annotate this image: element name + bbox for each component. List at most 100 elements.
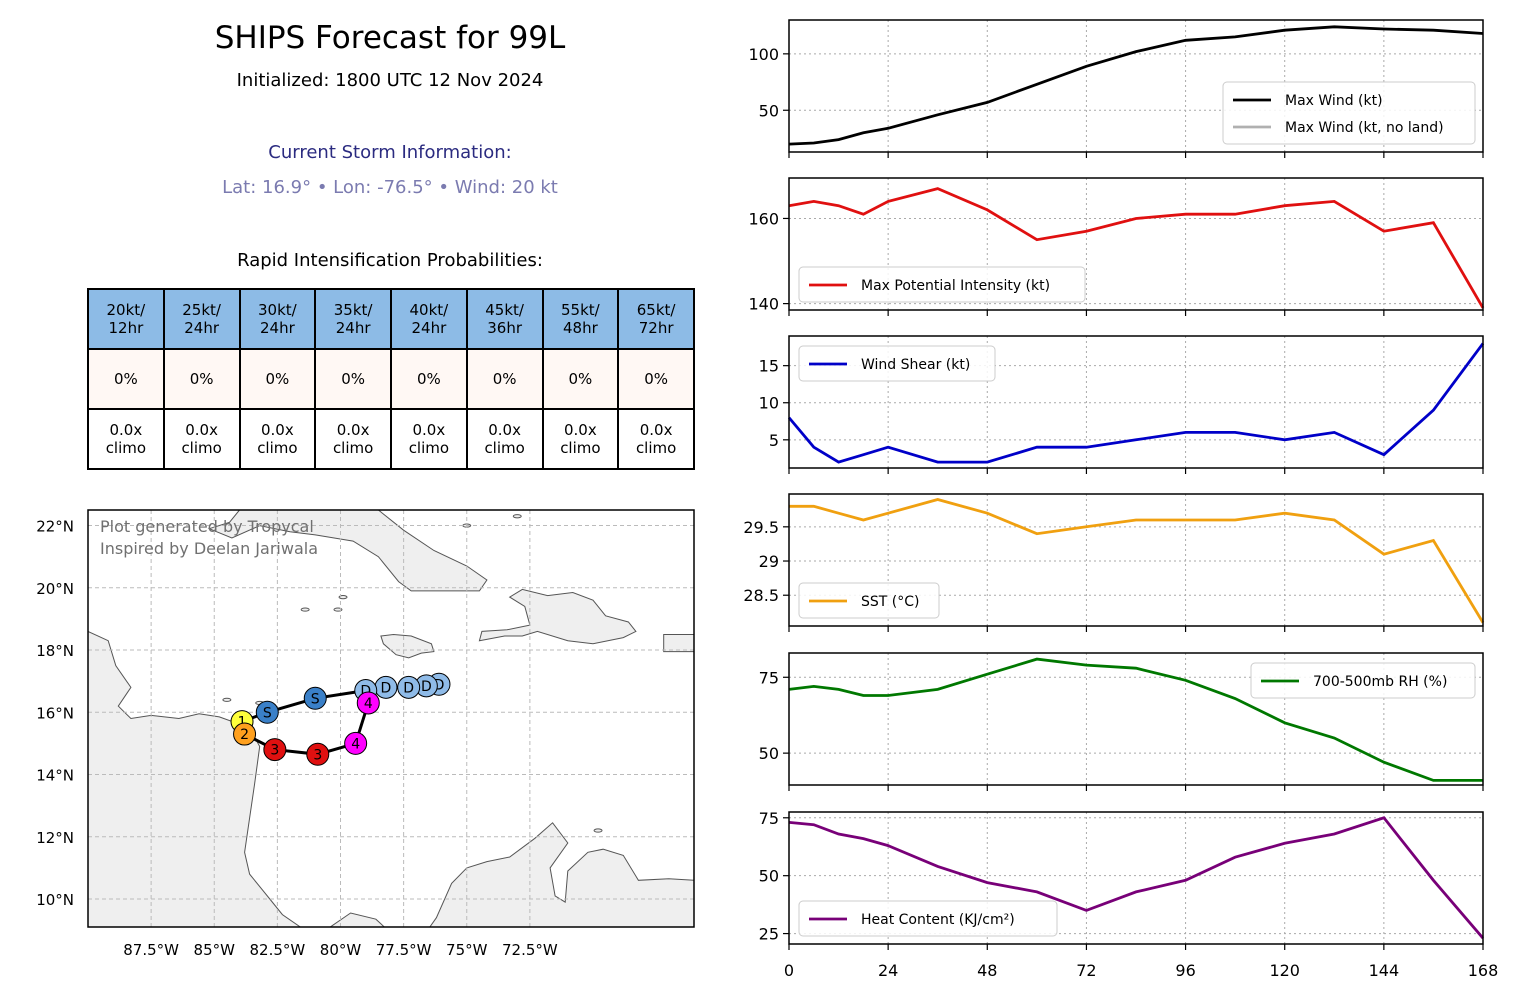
track-point bbox=[255, 700, 279, 724]
ri-climo-cell: 0.0x climo bbox=[87, 408, 165, 470]
track-point-label: 3 bbox=[313, 747, 322, 763]
x-tick-label: 24 bbox=[878, 961, 898, 980]
ri-climo-text: climo bbox=[635, 439, 677, 457]
ri-header-cell: 20kt/12hr bbox=[87, 288, 165, 350]
ri-climo-text: climo bbox=[332, 439, 374, 457]
series-line bbox=[788, 657, 1483, 782]
ri-table-title: Rapid Intensification Probabilities: bbox=[237, 250, 543, 271]
ri-header-cell: 40kt/24hr bbox=[390, 288, 468, 350]
lat-tick-label: 10°N bbox=[36, 891, 74, 909]
ri-climo-text: climo bbox=[408, 439, 450, 457]
ri-header-text: 45kt/ bbox=[485, 301, 524, 319]
track-point-label: 1 bbox=[238, 715, 247, 731]
panel-3: 28.5 29 29.5 SST (°C) bbox=[743, 493, 1485, 632]
ri-header-text: 24hr bbox=[259, 319, 295, 337]
lon-tick-label: 85°W bbox=[194, 941, 236, 959]
y-tick-label: 140 bbox=[748, 295, 779, 314]
track-point-label: D bbox=[403, 680, 414, 696]
ri-header-text: 36hr bbox=[487, 319, 522, 337]
lat-tick-label: 18°N bbox=[36, 642, 74, 660]
panel-5: 25 50 75 Heat Content (KJ/cm²) bbox=[759, 809, 1485, 950]
ri-header-cell: 30kt/24hr bbox=[238, 288, 317, 350]
lon-tick-label: 77.5°W bbox=[376, 941, 432, 959]
ri-climo-cell: 0.0x climo bbox=[541, 408, 620, 470]
map-landmass bbox=[663, 634, 694, 653]
ri-climo-cell: 0.0x climo bbox=[617, 408, 695, 470]
ri-climo-cell: 0.0x climo bbox=[390, 408, 468, 470]
y-tick-label: 75 bbox=[759, 668, 779, 687]
ri-probability-cell: 0% bbox=[87, 348, 165, 410]
ri-probability-cell: 0% bbox=[238, 348, 317, 410]
ri-climo-text: climo bbox=[560, 439, 601, 457]
map-landmass bbox=[88, 630, 417, 927]
ri-climo-text: 0.0x bbox=[336, 421, 370, 439]
lat-tick-label: 12°N bbox=[36, 829, 74, 847]
ri-header-cell: 55kt/48hr bbox=[541, 288, 620, 350]
map-island bbox=[300, 607, 310, 612]
y-tick-label: 160 bbox=[748, 209, 779, 228]
initialized-time: Initialized: 1800 UTC 12 Nov 2024 bbox=[236, 70, 544, 91]
ri-probability-cell: 0% bbox=[541, 348, 620, 410]
map-landmass bbox=[478, 588, 637, 645]
ri-header-text: 55kt/ bbox=[561, 301, 600, 319]
legend-box bbox=[798, 900, 1058, 937]
legend-box bbox=[798, 266, 1086, 303]
y-tick-label: 29.5 bbox=[743, 518, 779, 537]
map-landmass bbox=[207, 510, 488, 592]
ri-probability-cell: 0% bbox=[162, 348, 241, 410]
track-point bbox=[263, 738, 287, 762]
track-point-label: D bbox=[421, 679, 432, 695]
ri-header-text: 30kt/ bbox=[258, 301, 297, 319]
track-point-label: 4 bbox=[351, 736, 360, 752]
legend-label: Wind Shear (kt) bbox=[861, 357, 970, 373]
ri-header-cell: 35kt/24hr bbox=[314, 288, 392, 350]
track-point-label: S bbox=[311, 691, 320, 707]
map-island bbox=[593, 828, 603, 833]
lat-tick-label: 16°N bbox=[36, 704, 74, 722]
ri-header-cell: 45kt/36hr bbox=[465, 288, 544, 350]
map-landmass bbox=[380, 633, 435, 659]
panel-2: 5 10 15 Wind Shear (kt) bbox=[759, 335, 1485, 474]
track-point bbox=[233, 722, 257, 746]
ri-header-text: 72hr bbox=[638, 319, 674, 337]
x-tick-label: 144 bbox=[1369, 961, 1400, 980]
y-tick-label: 50 bbox=[759, 744, 779, 763]
panel-0: 50 100 Max Wind (kt) Max Wind (kt, no land) bbox=[748, 19, 1484, 158]
lat-tick-label: 22°N bbox=[36, 518, 74, 536]
lon-tick-label: 72.5°W bbox=[502, 941, 558, 959]
lat-tick-label: 14°N bbox=[36, 767, 74, 785]
storm-info-values: Lat: 16.9° • Lon: -76.5° • Wind: 20 kt bbox=[222, 177, 558, 198]
y-tick-label: 75 bbox=[759, 809, 779, 828]
track-point bbox=[344, 731, 368, 755]
lat-tick-label: 20°N bbox=[36, 580, 74, 598]
y-tick-label: 50 bbox=[759, 101, 779, 120]
map-frame bbox=[87, 509, 695, 928]
y-tick-label: 25 bbox=[759, 925, 779, 944]
ri-climo-cell: 0.0x climo bbox=[314, 408, 392, 470]
ri-climo-text: 0.0x bbox=[564, 421, 597, 439]
panel-frame bbox=[788, 493, 1484, 627]
legend-label: Heat Content (KJ/cm²) bbox=[861, 912, 1015, 928]
ri-climo-text: climo bbox=[105, 439, 147, 457]
series-line bbox=[789, 498, 1485, 624]
ri-climo-text: 0.0x bbox=[109, 421, 143, 439]
series-line bbox=[788, 816, 1485, 940]
legend-label: Max Wind (kt) bbox=[1285, 93, 1383, 109]
map-island bbox=[222, 697, 232, 702]
map-island bbox=[333, 607, 343, 612]
ri-header-text: 48hr bbox=[562, 319, 598, 337]
track-point-label: S bbox=[263, 705, 272, 721]
track-point-label: D bbox=[434, 677, 445, 693]
x-tick-label: 48 bbox=[977, 961, 997, 980]
ri-climo-text: climo bbox=[181, 439, 222, 457]
ri-header-text: 65kt/ bbox=[636, 301, 676, 319]
lon-tick-label: 80°W bbox=[320, 941, 362, 959]
ri-probability-cell: 0% bbox=[465, 348, 544, 410]
x-tick-label: 168 bbox=[1468, 961, 1499, 980]
legend-box bbox=[1222, 81, 1476, 145]
ri-climo-text: 0.0x bbox=[488, 421, 521, 439]
legend-box bbox=[1250, 662, 1476, 699]
ri-climo-text: climo bbox=[484, 439, 525, 457]
ri-header-text: 24hr bbox=[411, 319, 447, 337]
